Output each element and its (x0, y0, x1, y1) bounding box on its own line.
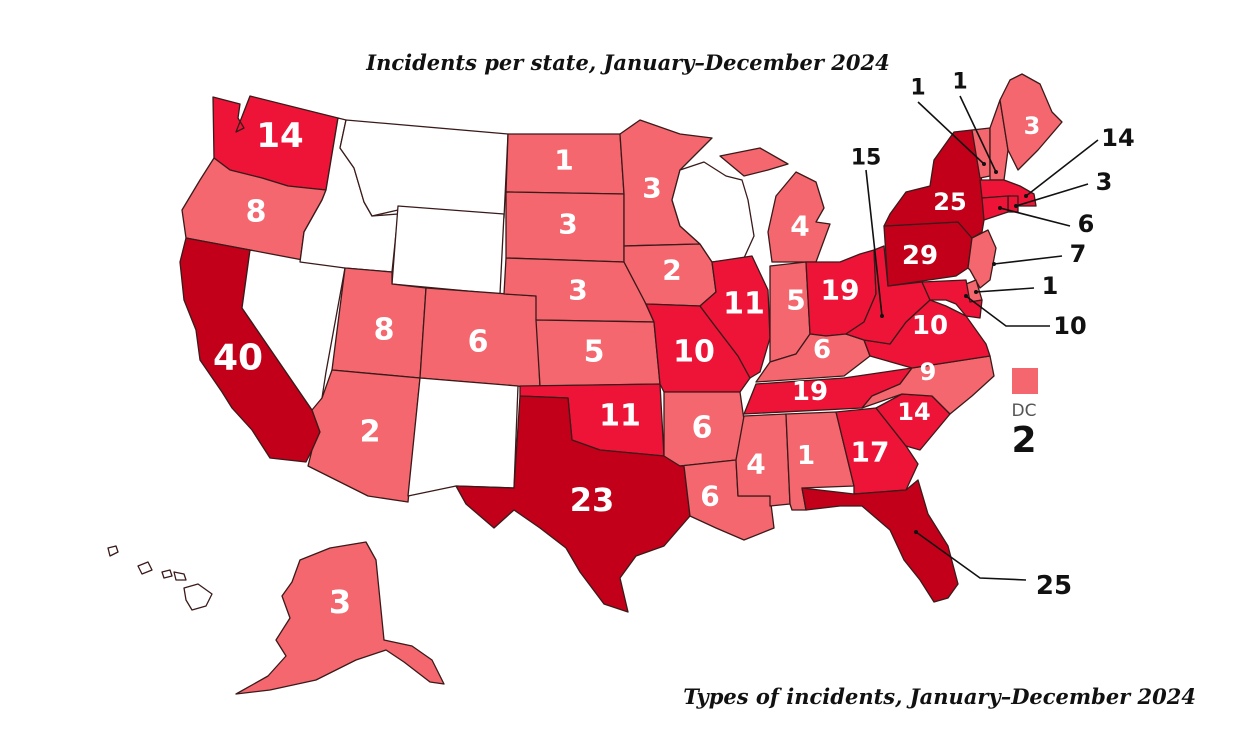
value-label-TN: 19 (792, 377, 828, 407)
dc-legend: DC 2 (1011, 368, 1038, 461)
value-label-UT: 8 (374, 313, 395, 348)
state-MI[interactable] (719, 147, 831, 263)
value-label-AK: 3 (329, 583, 351, 621)
state-CT[interactable] (981, 195, 1009, 221)
callout-label-RI: 3 (1096, 168, 1113, 196)
state-NH[interactable] (989, 99, 1009, 181)
leader-line-MA (1025, 139, 1099, 197)
value-label-PA: 29 (902, 241, 938, 271)
leader-dot-NH (994, 170, 998, 174)
value-label-IA: 2 (662, 254, 681, 287)
state-NM[interactable] (407, 377, 519, 497)
dc-value: 2 (1011, 420, 1036, 461)
value-label-AR: 6 (692, 411, 713, 446)
state-NY[interactable] (883, 129, 987, 239)
value-label-MI: 4 (790, 210, 809, 243)
dc-label: DC (1012, 401, 1037, 421)
callout-label-WV: 15 (851, 146, 882, 171)
state-NC[interactable] (861, 355, 995, 415)
value-label-MN: 3 (642, 172, 661, 205)
callout-label-CT: 6 (1078, 210, 1095, 238)
value-label-MO: 10 (673, 335, 715, 370)
leader-line-CT (999, 207, 1071, 227)
value-label-ND: 1 (554, 144, 573, 177)
leader-dot-FL (914, 530, 918, 534)
leader-line-FL (915, 531, 1027, 581)
value-label-OR: 8 (246, 195, 267, 230)
value-label-CA: 40 (213, 338, 263, 379)
value-label-NY: 25 (933, 188, 966, 216)
map-subtitle: Types of incidents, January–December 202… (683, 684, 1196, 709)
callout-label-MD: 10 (1053, 312, 1086, 340)
value-label-OH: 19 (821, 274, 860, 307)
map-title: Incidents per state, January–December 20… (366, 50, 890, 75)
callout-label-NJ: 7 (1070, 240, 1087, 268)
value-label-SC: 14 (897, 398, 930, 426)
state-RI[interactable] (1007, 195, 1019, 213)
leader-line-WV (865, 169, 883, 317)
state-MT[interactable] (339, 119, 509, 219)
value-label-OK: 11 (599, 399, 641, 434)
value-label-IL: 11 (723, 287, 765, 322)
state-shapes (107, 73, 1063, 695)
state-WY[interactable] (391, 205, 505, 295)
value-label-AZ: 2 (360, 415, 381, 450)
value-label-ME: 3 (1024, 112, 1041, 140)
value-label-MS: 4 (746, 448, 765, 481)
state-AK[interactable] (235, 541, 445, 695)
leader-dot-RI (1014, 204, 1018, 208)
leader-line-NH (959, 95, 997, 173)
state-MD[interactable] (921, 279, 983, 319)
state-IL[interactable] (699, 255, 771, 379)
state-NJ[interactable] (967, 229, 997, 289)
leader-dot-CT (998, 206, 1002, 210)
value-label-IN: 5 (786, 284, 805, 317)
leader-dot-DE (974, 290, 978, 294)
callout-label-DE: 1 (1042, 272, 1059, 300)
leader-line-RI (1015, 183, 1089, 207)
leader-dot-MD (964, 294, 968, 298)
value-label-KY: 6 (813, 335, 831, 365)
state-ME[interactable] (999, 73, 1063, 171)
leader-dot-VT (982, 162, 986, 166)
leader-line-NJ (993, 255, 1063, 265)
leader-dot-NJ (992, 262, 996, 266)
value-label-LA: 6 (700, 480, 719, 513)
state-WI[interactable] (671, 161, 755, 263)
value-label-NE: 3 (568, 274, 587, 307)
value-label-SD: 3 (558, 208, 577, 241)
value-label-KS: 5 (584, 335, 605, 370)
value-label-VA: 10 (912, 311, 948, 341)
dc-swatch[interactable] (1012, 368, 1038, 394)
callout-label-VT: 1 (910, 76, 925, 101)
leader-line-MD (965, 295, 1050, 327)
state-HI[interactable] (107, 545, 213, 611)
value-label-TX: 23 (570, 481, 615, 519)
leader-dot-MA (1024, 194, 1028, 198)
callout-label-MA: 14 (1101, 124, 1134, 152)
leader-line-DE (975, 287, 1035, 293)
value-label-CO: 6 (468, 325, 489, 360)
callout-label-FL: 25 (1036, 571, 1072, 601)
value-label-NC: 9 (920, 358, 937, 386)
value-label-GA: 17 (851, 436, 890, 469)
state-FL[interactable] (801, 479, 959, 603)
leader-dot-WV (880, 314, 884, 318)
value-label-AL: 1 (797, 441, 815, 471)
callout-label-NH: 1 (952, 70, 967, 95)
leader-line-VT (917, 101, 985, 165)
value-label-WA: 14 (256, 116, 303, 156)
state-TX[interactable] (455, 395, 691, 613)
